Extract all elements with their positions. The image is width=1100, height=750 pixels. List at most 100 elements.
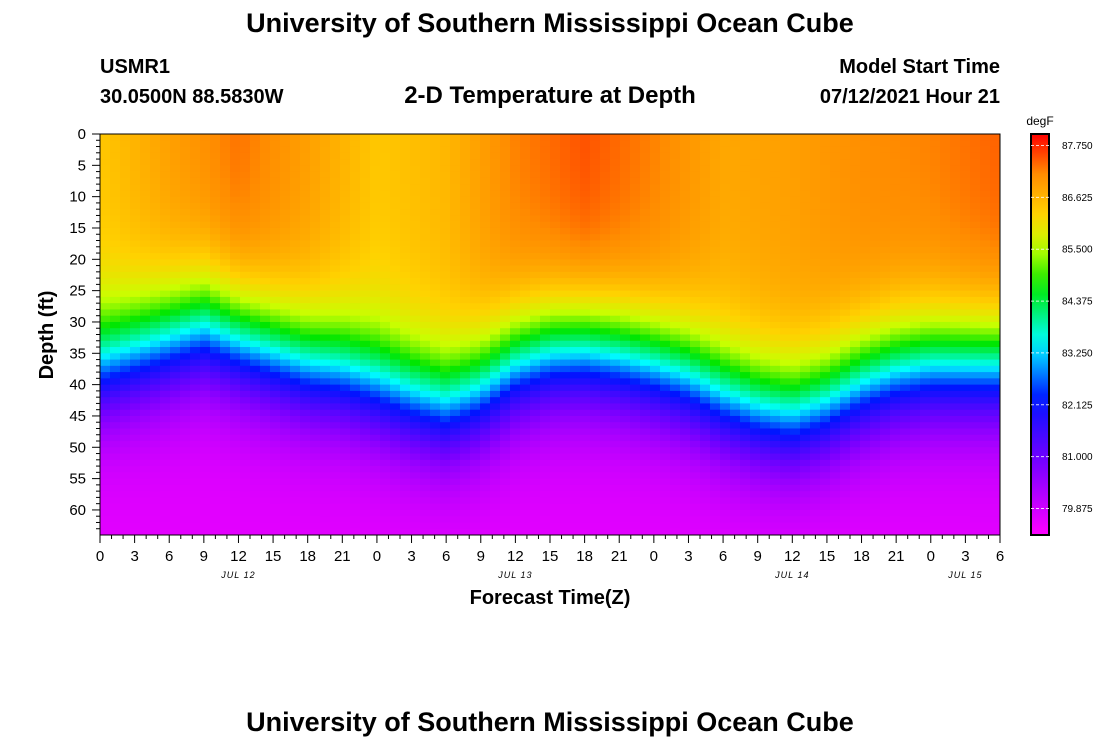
heatmap-cell [300,428,311,436]
heatmap-cell [220,215,231,223]
heatmap-cell [240,365,251,373]
heatmap-cell [300,484,311,492]
heatmap-cell [270,253,281,260]
heatmap-cell [260,234,271,242]
heatmap-cell [370,372,381,379]
heatmap-cell [440,390,451,398]
heatmap-cell [520,265,531,273]
heatmap-cell [230,234,241,242]
heatmap-cell [380,253,391,260]
heatmap-cell [490,509,501,517]
heatmap-cell [630,265,641,273]
heatmap-cell [480,177,491,185]
heatmap-cell [590,321,601,329]
heatmap-cell [630,196,641,204]
heatmap-cell [270,497,281,505]
heatmap-cell [320,227,331,235]
heatmap-cell [340,509,351,517]
heatmap-cell [840,453,851,461]
heatmap-cell [440,159,451,166]
heatmap-cell [120,447,131,455]
heatmap-cell [510,347,521,354]
heatmap-cell [190,459,201,467]
heatmap-cell [450,321,461,329]
heatmap-cell [430,152,441,160]
heatmap-cell [820,347,831,354]
heatmap-cell [790,384,801,392]
heatmap-cell [300,271,311,279]
heatmap-cell [400,472,411,480]
heatmap-cell [500,340,511,348]
heatmap-cell [620,497,631,505]
heatmap-cell [650,353,661,361]
heatmap-cell [180,509,191,517]
heatmap-cell [450,315,461,323]
heatmap-cell [830,422,841,430]
heatmap-cell [450,516,461,524]
heatmap-cell [490,353,501,361]
heatmap-cell [480,246,491,254]
heatmap-cell [180,315,191,323]
heatmap-cell [240,315,251,323]
heatmap-cell [650,459,661,467]
heatmap-cell [130,397,141,405]
heatmap-cell [180,484,191,492]
heatmap-cell [790,177,801,185]
heatmap-cell [570,321,581,329]
heatmap-cell [340,447,351,455]
heatmap-cell [800,516,811,524]
heatmap-cell [470,428,481,436]
heatmap-cell [660,240,671,248]
heatmap-cell [340,347,351,354]
heatmap-cell [690,372,701,379]
heatmap-cell [280,528,291,535]
heatmap-cell [390,340,401,348]
heatmap-cell [770,146,781,154]
heatmap-cell [800,259,811,267]
heatmap-cell [750,321,761,329]
heatmap-cell [810,278,821,285]
heatmap-cell [330,522,341,530]
heatmap-cell [800,303,811,311]
heatmap-cell [490,334,501,342]
heatmap-cell [180,478,191,486]
heatmap-cell [820,472,831,480]
heatmap-cell [280,472,291,480]
heatmap-cell [820,134,831,141]
heatmap-cell [830,466,841,473]
heatmap-cell [130,340,141,348]
heatmap-cell [860,353,871,361]
heatmap-cell [800,227,811,235]
heatmap-cell [470,265,481,273]
heatmap-cell [710,296,721,304]
heatmap-cell [610,259,621,267]
heatmap-cell [680,378,691,386]
heatmap-cell [190,484,201,492]
heatmap-cell [390,409,401,417]
heatmap-cell [380,146,391,154]
heatmap-cell [160,146,171,154]
heatmap-cell [690,159,701,166]
heatmap-cell [760,441,771,448]
heatmap-cell [720,340,731,348]
heatmap-cell [150,403,161,411]
heatmap-cell [820,478,831,486]
heatmap-cell [300,422,311,430]
heatmap-cell [110,497,121,505]
heatmap-cell [590,384,601,392]
heatmap-cell [210,384,221,392]
heatmap-cell [760,284,771,292]
heatmap-cell [300,415,311,423]
heatmap-cell [220,309,231,317]
heatmap-cell [530,516,541,524]
heatmap-cell [510,453,521,461]
heatmap-cell [210,196,221,204]
heatmap-cell [240,441,251,448]
heatmap-cell [770,428,781,436]
heatmap-cell [760,290,771,298]
heatmap-cell [400,384,411,392]
heatmap-cell [860,284,871,292]
heatmap-cell [720,409,731,417]
heatmap-cell [830,152,841,160]
heatmap-cell [460,284,471,292]
